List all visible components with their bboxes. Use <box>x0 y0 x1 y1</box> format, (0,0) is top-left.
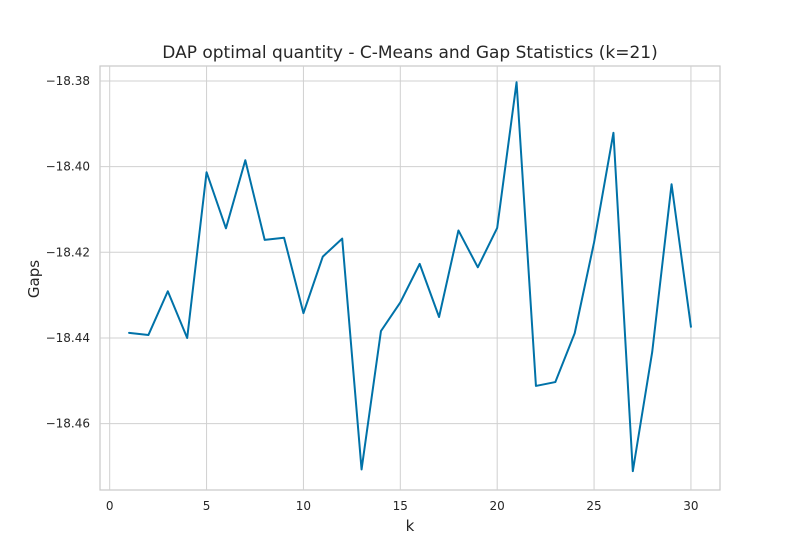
x-tick-label: 5 <box>203 499 211 513</box>
x-tick-label: 15 <box>393 499 408 513</box>
y-tick-label: −18.40 <box>46 160 90 174</box>
x-tick-label: 30 <box>683 499 698 513</box>
y-tick-label: −18.44 <box>46 331 90 345</box>
x-tick-label: 0 <box>106 499 114 513</box>
x-tick-labels: 0 5 10 15 20 25 30 <box>106 499 699 513</box>
x-tick-label: 20 <box>490 499 505 513</box>
x-axis-label: k <box>406 517 415 535</box>
x-tick-label: 25 <box>586 499 601 513</box>
y-tick-labels: −18.38 −18.40 −18.42 −18.44 −18.46 <box>46 74 90 431</box>
y-tick-label: −18.38 <box>46 74 90 88</box>
plot-area <box>99 65 721 491</box>
y-axis-label: Gaps <box>25 260 43 298</box>
series-line-gaps <box>128 81 692 473</box>
grid-lines <box>100 66 720 490</box>
chart-title: DAP optimal quantity - C-Means and Gap S… <box>162 43 657 63</box>
y-tick-label: −18.42 <box>46 245 90 259</box>
x-tick-label: 10 <box>296 499 311 513</box>
y-tick-label: −18.46 <box>46 417 90 431</box>
series-layer <box>128 81 692 473</box>
